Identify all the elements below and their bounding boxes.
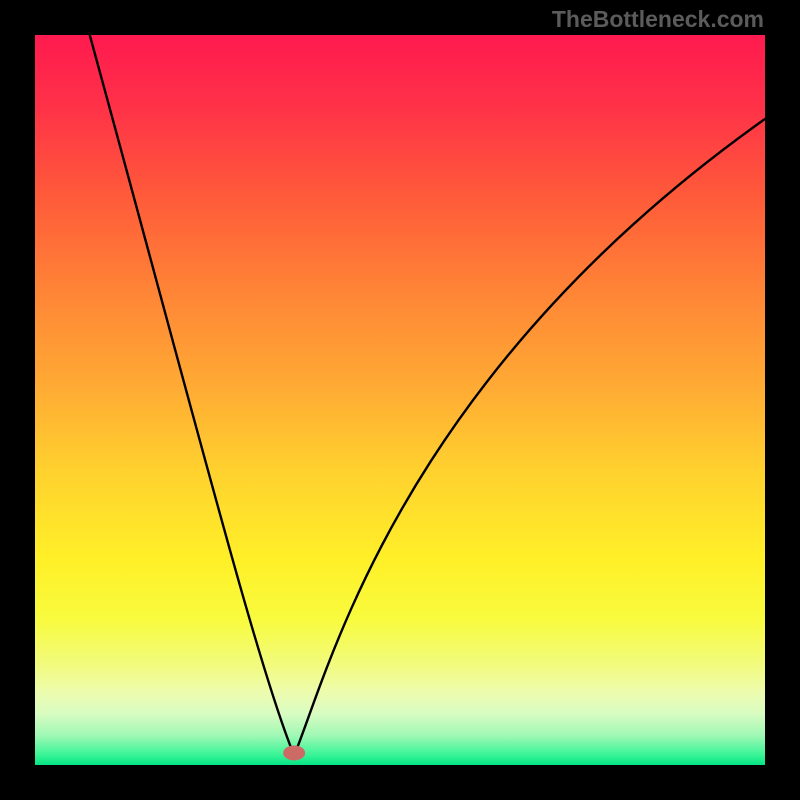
watermark-text: TheBottleneck.com bbox=[552, 6, 764, 33]
plot-background bbox=[35, 35, 765, 765]
chart-svg bbox=[35, 35, 765, 765]
optimum-marker bbox=[283, 745, 305, 760]
